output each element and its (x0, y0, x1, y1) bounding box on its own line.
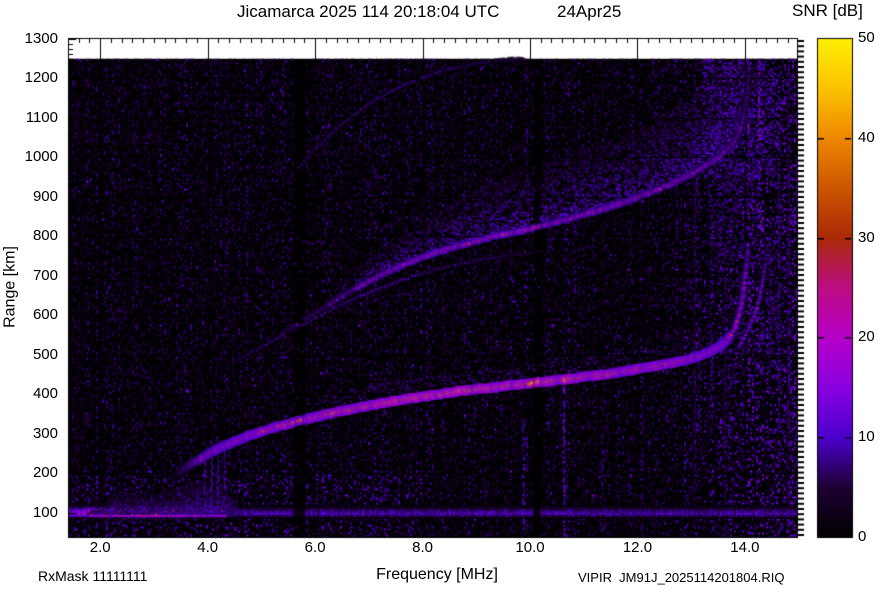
y-tick-label: 1000 (24, 148, 58, 166)
colorbar-tick-label: 10 (858, 428, 875, 446)
plot-title: Jicamarca 2025 114 20:18:04 UTC (237, 2, 500, 21)
colorbar-tick-label: 50 (858, 29, 875, 46)
colorbar-title: SNR [dB] (792, 1, 863, 20)
colorbar-tick-label: 30 (858, 228, 875, 246)
y-tick-label: 1100 (25, 108, 58, 126)
y-tick-label: 900 (32, 187, 58, 205)
y-tick-label: 100 (32, 503, 58, 521)
x-tick-label: 8.0 (412, 539, 433, 556)
x-axis-title: Frequency [MHz] (376, 566, 498, 583)
colorbar-tick-label: 0 (858, 528, 867, 545)
colorbar-tick-label: 40 (858, 128, 875, 146)
x-tick-label: 10.0 (515, 539, 545, 556)
y-tick-label: 200 (32, 464, 58, 482)
x-tick-label: 12.0 (622, 539, 653, 556)
rx-mask-status: RxMask 11111111 (38, 568, 148, 584)
y-tick-label: 800 (32, 227, 58, 245)
y-tick-label: 1300 (24, 29, 58, 47)
y-tick-label: 600 (32, 306, 58, 324)
x-tick-label: 4.0 (197, 539, 219, 556)
plot-date: 24Apr25 (557, 2, 622, 21)
y-tick-label: 300 (32, 424, 58, 442)
x-tick-label: 14.0 (730, 539, 760, 556)
colorbar-tick-label: 20 (858, 328, 875, 346)
y-tick-label: 500 (32, 345, 58, 363)
data-file-reference: VIPIR JM91J_2025114201804.RIQ (578, 570, 785, 585)
x-tick-label: 2.0 (89, 539, 111, 556)
y-tick-label: 400 (32, 385, 58, 403)
y-tick-label: 700 (32, 266, 58, 284)
y-tick-label: 1200 (24, 69, 58, 87)
x-tick-label: 6.0 (304, 539, 326, 556)
